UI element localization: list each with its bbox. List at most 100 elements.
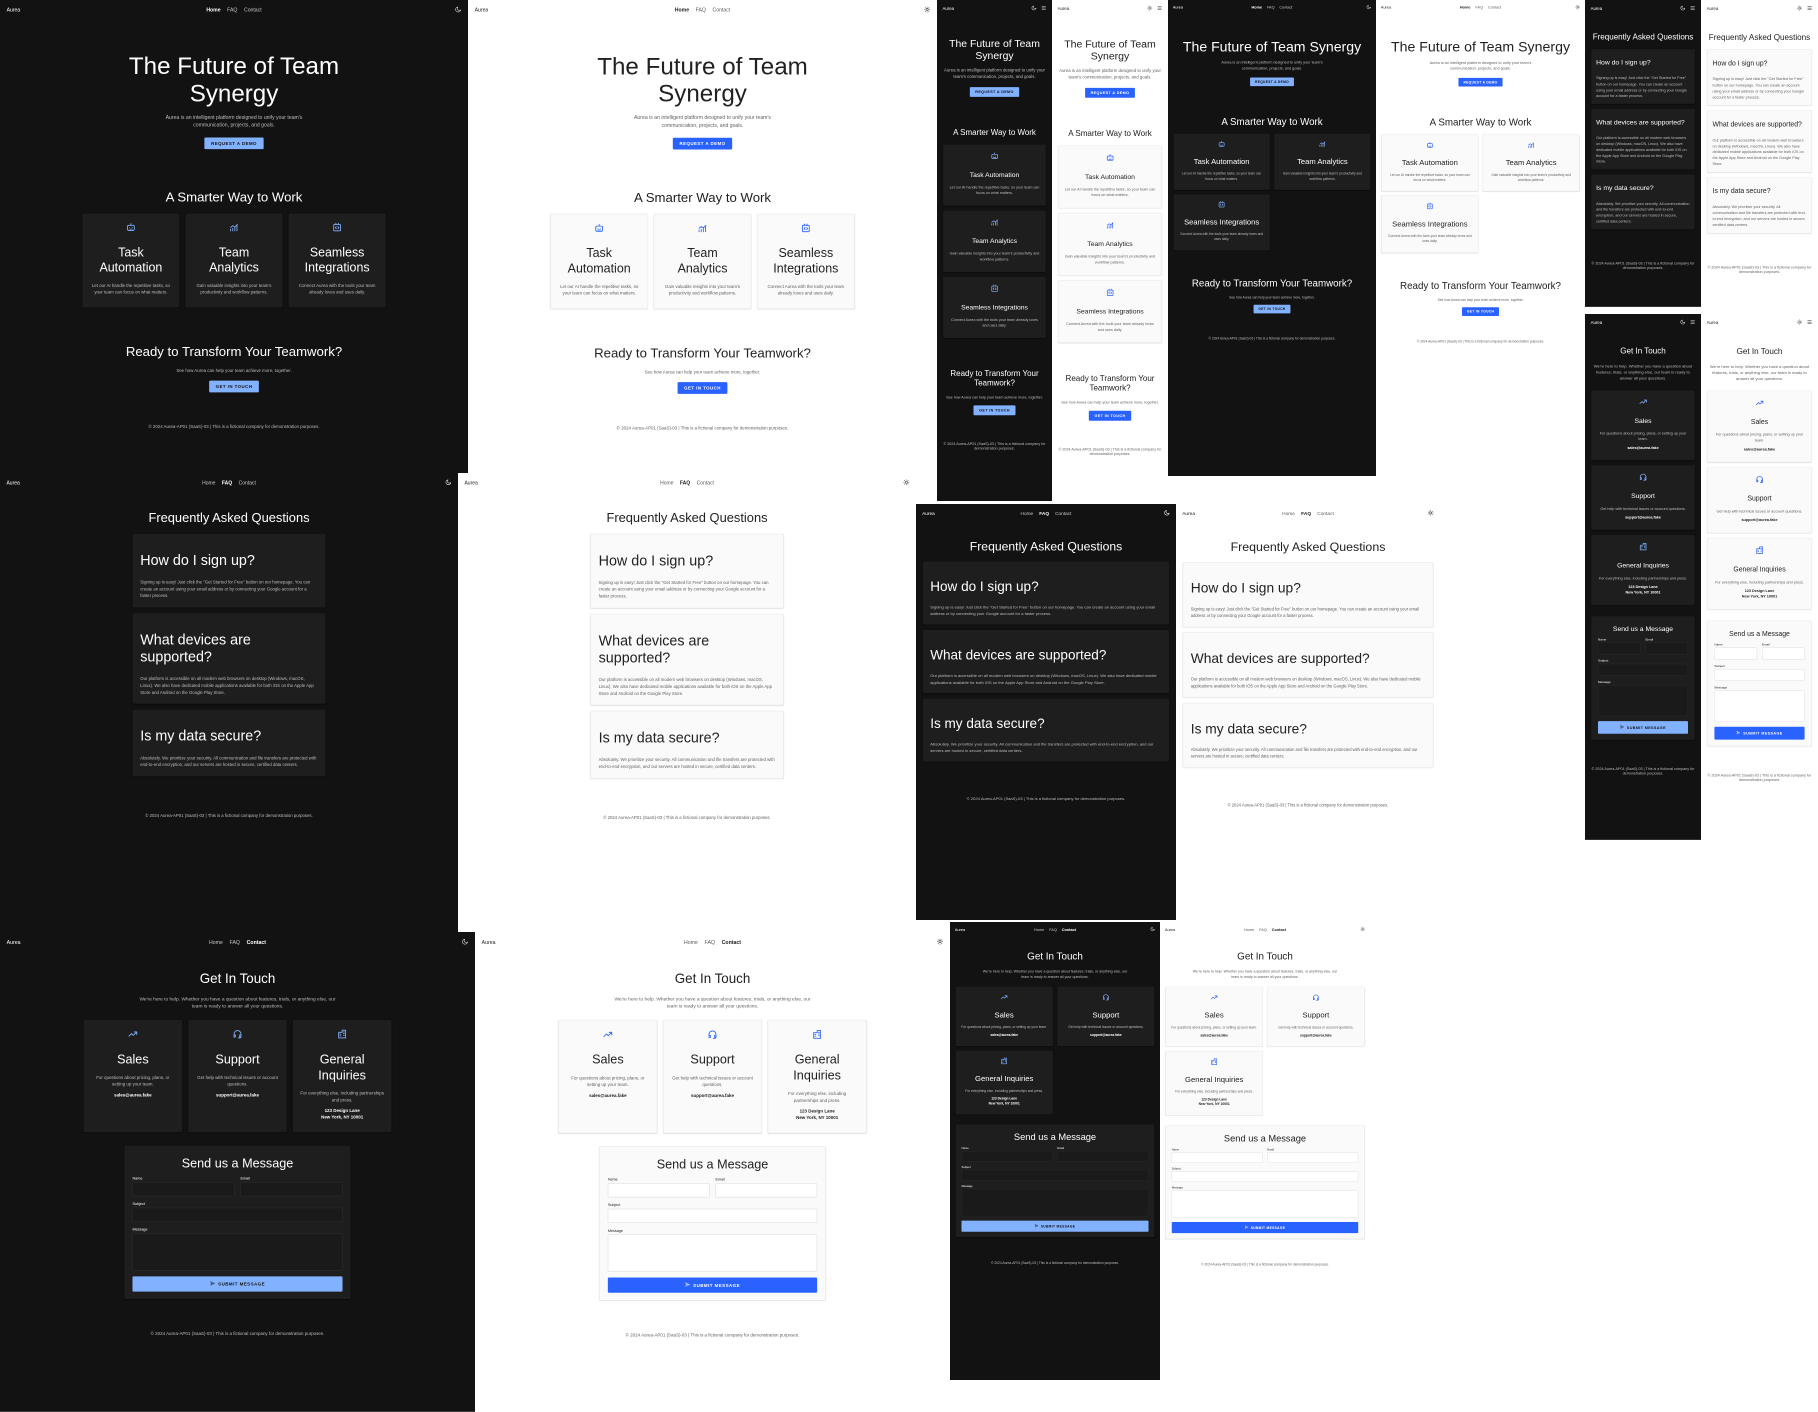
subject-input[interactable] — [961, 1170, 1149, 1181]
sales-email-link[interactable]: sales@aurea.fake — [1627, 445, 1659, 450]
brand-logo[interactable]: Aurea — [1706, 5, 1719, 11]
submit-message-button[interactable]: Submit Message — [132, 1276, 343, 1292]
brand-logo[interactable]: Aurea — [1182, 510, 1196, 517]
nav-link-faq[interactable]: FAQ — [1049, 927, 1057, 932]
brand-logo[interactable]: Aurea — [464, 479, 478, 486]
theme-toggle-icon[interactable] — [1797, 319, 1803, 326]
nav-link-contact[interactable]: Contact — [696, 479, 714, 486]
nav-link-home[interactable]: Home — [684, 939, 698, 945]
brand-logo[interactable]: Aurea — [6, 939, 21, 945]
nav-link-contact[interactable]: Contact — [1271, 927, 1286, 932]
get-in-touch-button[interactable]: Get In Touch — [209, 380, 259, 393]
nav-link-contact[interactable]: Contact — [1055, 510, 1072, 516]
submit-message-button[interactable]: Submit Message — [1171, 1222, 1359, 1234]
email-input[interactable] — [1645, 642, 1689, 655]
brand-logo[interactable]: Aurea — [1590, 319, 1603, 325]
name-input[interactable] — [1597, 642, 1641, 655]
nav-link-home[interactable]: Home — [1034, 927, 1045, 932]
support-email-link[interactable]: support@aurea.fake — [691, 1092, 734, 1098]
message-textarea[interactable] — [132, 1233, 343, 1271]
theme-toggle-icon[interactable] — [1366, 4, 1371, 10]
menu-icon[interactable] — [1041, 5, 1047, 11]
request-demo-button[interactable]: Request a Demo — [204, 137, 264, 150]
email-input[interactable] — [1267, 1152, 1359, 1163]
request-demo-button[interactable]: Request a Demo — [969, 87, 1020, 97]
theme-toggle-icon[interactable] — [1360, 926, 1365, 933]
submit-message-button[interactable]: Submit Message — [607, 1277, 818, 1293]
subject-input[interactable] — [607, 1208, 818, 1224]
sales-email-link[interactable]: sales@aurea.fake — [1200, 1033, 1228, 1038]
support-email-link[interactable]: support@aurea.fake — [1741, 517, 1778, 523]
nav-link-contact[interactable]: Contact — [246, 939, 266, 945]
nav-link-home[interactable]: Home — [1020, 510, 1034, 516]
message-textarea[interactable] — [607, 1234, 818, 1272]
nav-link-faq[interactable]: FAQ — [1039, 510, 1050, 516]
sales-email-link[interactable]: sales@aurea.fake — [114, 1092, 152, 1098]
name-input[interactable] — [1714, 647, 1758, 660]
nav-link-faq[interactable]: FAQ — [1475, 5, 1484, 10]
menu-icon[interactable] — [1157, 5, 1163, 11]
support-email-link[interactable]: support@aurea.fake — [1090, 1032, 1122, 1037]
nav-link-home[interactable]: Home — [1459, 5, 1471, 10]
theme-toggle-icon[interactable] — [1575, 4, 1580, 10]
request-demo-button[interactable]: Request a Demo — [1458, 77, 1503, 87]
name-input[interactable] — [132, 1182, 235, 1197]
message-textarea[interactable] — [1171, 1190, 1359, 1218]
message-textarea[interactable] — [961, 1188, 1149, 1217]
brand-logo[interactable]: Aurea — [1380, 5, 1392, 10]
request-demo-button[interactable]: Request a Demo — [1250, 77, 1294, 87]
support-email-link[interactable]: support@aurea.fake — [1300, 1033, 1332, 1038]
nav-link-faq[interactable]: FAQ — [221, 479, 233, 486]
get-in-touch-button[interactable]: Get In Touch — [1461, 307, 1500, 316]
sales-email-link[interactable]: sales@aurea.fake — [589, 1092, 627, 1098]
brand-logo[interactable]: Aurea — [6, 479, 20, 486]
subject-input[interactable] — [1171, 1171, 1359, 1182]
message-textarea[interactable] — [1714, 690, 1805, 722]
theme-toggle-icon[interactable] — [445, 479, 452, 487]
nav-link-contact[interactable]: Contact — [712, 6, 731, 13]
email-input[interactable] — [1057, 1151, 1149, 1162]
theme-toggle-icon[interactable] — [903, 479, 910, 487]
get-in-touch-button[interactable]: Get In Touch — [1088, 410, 1132, 421]
request-demo-button[interactable]: Request a Demo — [672, 137, 733, 150]
nav-link-contact[interactable]: Contact — [1487, 5, 1502, 10]
nav-link-contact[interactable]: Contact — [1317, 510, 1334, 517]
nav-link-faq[interactable]: FAQ — [679, 479, 691, 486]
nav-link-faq[interactable]: FAQ — [695, 6, 706, 13]
theme-toggle-icon[interactable] — [1150, 926, 1155, 933]
email-input[interactable] — [240, 1182, 343, 1197]
name-input[interactable] — [607, 1183, 710, 1198]
nav-link-contact[interactable]: Contact — [243, 6, 262, 13]
nav-link-faq[interactable]: FAQ — [229, 939, 240, 945]
submit-message-button[interactable]: Submit Message — [1714, 726, 1805, 740]
theme-toggle-icon[interactable] — [1680, 5, 1686, 11]
submit-message-button[interactable]: Submit Message — [961, 1220, 1149, 1232]
nav-link-home[interactable]: Home — [209, 939, 223, 945]
theme-toggle-icon[interactable] — [1164, 510, 1170, 517]
brand-logo[interactable]: Aurea — [6, 6, 21, 13]
menu-icon[interactable] — [1690, 319, 1696, 325]
theme-toggle-icon[interactable] — [936, 938, 944, 946]
nav-link-contact[interactable]: Contact — [721, 939, 741, 945]
subject-input[interactable] — [1597, 663, 1689, 676]
nav-link-home[interactable]: Home — [1282, 510, 1295, 517]
nav-link-faq[interactable]: FAQ — [1301, 510, 1312, 517]
support-email-link[interactable]: support@aurea.fake — [1625, 515, 1661, 520]
message-textarea[interactable] — [1597, 685, 1689, 717]
subject-input[interactable] — [1714, 669, 1805, 682]
theme-toggle-icon[interactable] — [1797, 5, 1803, 12]
support-email-link[interactable]: support@aurea.fake — [216, 1092, 259, 1098]
menu-icon[interactable] — [1690, 5, 1696, 11]
brand-logo[interactable]: Aurea — [481, 939, 496, 945]
theme-toggle-icon[interactable] — [1147, 5, 1153, 11]
get-in-touch-button[interactable]: Get In Touch — [1253, 304, 1291, 314]
name-input[interactable] — [1171, 1152, 1263, 1163]
name-input[interactable] — [961, 1151, 1053, 1162]
brand-logo[interactable]: Aurea — [1706, 319, 1719, 325]
theme-toggle-icon[interactable] — [462, 938, 469, 946]
theme-toggle-icon[interactable] — [924, 6, 931, 14]
brand-logo[interactable]: Aurea — [922, 510, 935, 516]
submit-message-button[interactable]: Submit Message — [1597, 721, 1689, 734]
nav-link-faq[interactable]: FAQ — [1266, 5, 1275, 10]
nav-link-home[interactable]: Home — [1244, 927, 1255, 932]
